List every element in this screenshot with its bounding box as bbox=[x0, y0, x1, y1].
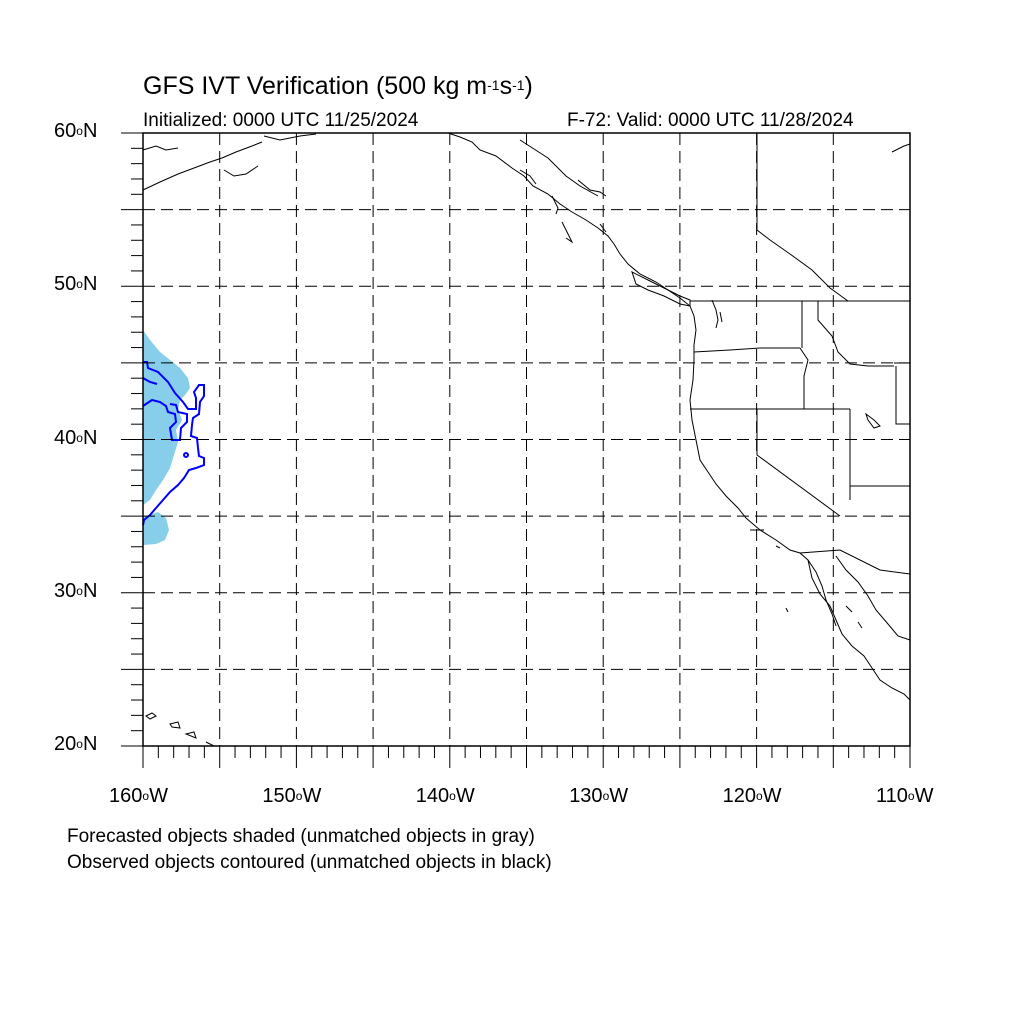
gulf-of-california-islands bbox=[845, 605, 863, 629]
coastlines bbox=[142, 132, 911, 747]
axis-ticks bbox=[121, 132, 911, 768]
alaska-mainland bbox=[263, 133, 317, 141]
latitude-label: 20oN bbox=[54, 733, 98, 755]
mexico-west-coast bbox=[835, 555, 911, 641]
alaska-canada-border bbox=[519, 139, 599, 197]
longitude-label: 140oW bbox=[415, 785, 475, 807]
latitude-label: 30oN bbox=[54, 579, 98, 602]
idaho-montana-border bbox=[817, 301, 894, 367]
latitude-label: 40oN bbox=[54, 426, 98, 449]
washington-oregon-border bbox=[693, 347, 800, 353]
bc-alberta-border bbox=[756, 133, 849, 302]
channel-islands bbox=[750, 529, 789, 613]
init-time-label: Initialized: 0000 UTC 11/25/2024 bbox=[143, 110, 419, 131]
great-salt-lake bbox=[865, 412, 881, 429]
longitude-label: 150oW bbox=[262, 785, 322, 807]
oregon-idaho-border bbox=[799, 347, 809, 409]
forecast-object bbox=[143, 330, 190, 505]
alaska-peninsula bbox=[142, 141, 263, 191]
chart-title: GFS IVT Verification (500 kg m-1s-1) bbox=[143, 72, 533, 100]
puget-sound bbox=[711, 299, 723, 329]
california-nevada-border bbox=[756, 409, 841, 517]
forecast-object bbox=[143, 512, 169, 545]
political-borders bbox=[519, 133, 911, 575]
observed-object bbox=[142, 398, 188, 441]
caption-observed: Observed objects contoured (unmatched ob… bbox=[67, 852, 552, 873]
us-mexico-border bbox=[799, 549, 911, 575]
longitude-label: 110oW bbox=[876, 785, 934, 807]
latitude-label: 50oN bbox=[54, 273, 98, 296]
longitude-label: 160oW bbox=[109, 785, 168, 807]
plot-frame bbox=[142, 132, 911, 747]
longitude-label: 120oW bbox=[722, 785, 782, 807]
latitude-label: 60oN bbox=[54, 120, 98, 142]
observed-object bbox=[142, 361, 205, 526]
observed-object bbox=[142, 377, 158, 385]
hawaii-islands bbox=[145, 712, 215, 747]
valid-time-label: F-72: Valid: 0000 UTC 11/28/2024 bbox=[567, 110, 854, 131]
lat-lon-grid bbox=[143, 133, 910, 746]
yukon-coast bbox=[891, 143, 911, 153]
longitude-label: 130oW bbox=[569, 785, 629, 807]
north-america-west-coast bbox=[447, 132, 837, 627]
vancouver-island bbox=[631, 271, 691, 307]
baja-peninsula bbox=[807, 559, 911, 701]
observed-object bbox=[183, 452, 189, 458]
montana-wyoming bbox=[894, 362, 910, 425]
caption-forecast: Forecasted objects shaded (unmatched obj… bbox=[67, 826, 535, 847]
